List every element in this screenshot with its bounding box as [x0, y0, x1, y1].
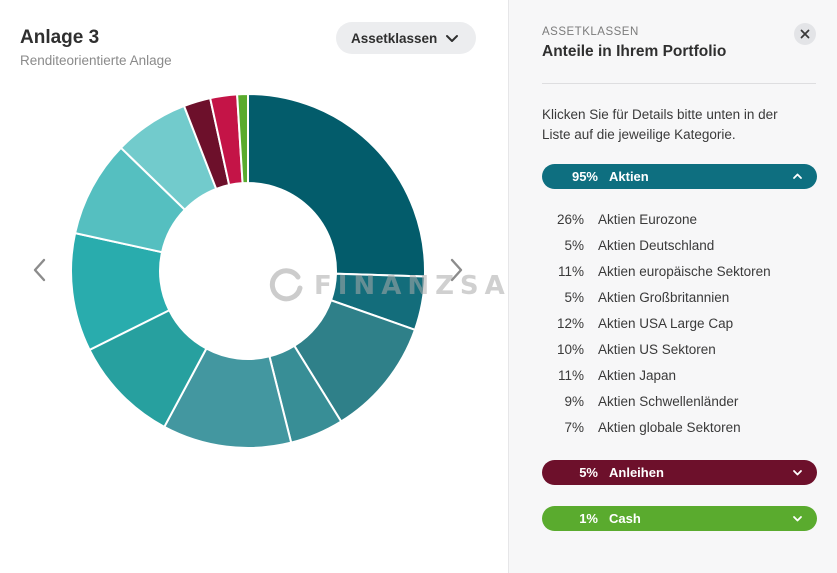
list-item[interactable]: 7% Aktien globale Sektoren	[542, 414, 817, 440]
details-panel: ASSETKLASSEN Anteile in Ihrem Portfolio …	[508, 0, 837, 573]
list-item[interactable]: 10% Aktien US Sektoren	[542, 336, 817, 362]
category-percent: 5%	[579, 465, 598, 480]
dropdown-label: Assetklassen	[351, 30, 438, 46]
close-button[interactable]	[794, 23, 816, 45]
list-item[interactable]: 26% Aktien Eurozone	[542, 206, 817, 232]
item-name: Aktien Schwellenländer	[598, 393, 739, 409]
aktien-list: 26% Aktien Eurozone 5% Aktien Deutschland …	[542, 206, 817, 440]
category-cash[interactable]: 1% Cash	[542, 506, 817, 531]
item-name: Aktien europäische Sektoren	[598, 263, 771, 279]
item-name: Aktien USA Large Cap	[598, 315, 734, 331]
list-item[interactable]: 11% Aktien europäische Sektoren	[542, 258, 817, 284]
page-subtitle: Renditeorientierte Anlage	[20, 53, 172, 68]
category-percent: 95%	[571, 169, 598, 184]
list-item[interactable]: 11% Aktien Japan	[542, 362, 817, 388]
list-item[interactable]: 12% Aktien USA Large Cap	[542, 310, 817, 336]
item-name: Aktien Deutschland	[598, 237, 715, 253]
category-label: Cash	[609, 511, 641, 526]
category-label: Anleihen	[609, 465, 664, 480]
category-anleihen[interactable]: 5% Anleihen	[542, 460, 817, 485]
panel-kicker: ASSETKLASSEN	[542, 26, 639, 38]
donut-slice[interactable]	[247, 92, 426, 278]
item-percent: 12%	[556, 315, 584, 331]
donut-slice[interactable]	[236, 92, 249, 185]
chevron-down-icon	[793, 470, 802, 476]
list-item[interactable]: 9% Aktien Schwellenländer	[542, 388, 817, 414]
chevron-left-icon[interactable]	[30, 257, 50, 283]
chevron-up-icon	[793, 173, 802, 179]
item-percent: 5%	[564, 289, 584, 305]
item-percent: 11%	[557, 263, 584, 279]
category-aktien[interactable]: 95% Aktien	[542, 164, 817, 189]
item-name: Aktien Großbritannien	[598, 289, 730, 305]
list-item[interactable]: 5% Aktien Deutschland	[542, 232, 817, 258]
item-name: Aktien Eurozone	[598, 211, 698, 227]
item-percent: 5%	[564, 237, 584, 253]
panel-heading: Anteile in Ihrem Portfolio	[542, 43, 727, 60]
list-item[interactable]: 5% Aktien Großbritannien	[542, 284, 817, 310]
chevron-down-icon	[793, 516, 802, 522]
item-name: Aktien globale Sektoren	[598, 419, 741, 435]
panel-description: Klicken Sie für Details bitte unten in d…	[542, 107, 778, 142]
chevron-right-icon[interactable]	[446, 257, 466, 283]
item-percent: 7%	[564, 419, 584, 435]
item-name: Aktien Japan	[598, 367, 677, 383]
category-percent: 1%	[579, 511, 598, 526]
item-percent: 10%	[556, 341, 584, 357]
chevron-down-icon	[446, 35, 458, 42]
divider	[542, 83, 816, 84]
chart-panel: Anlage 3 Renditeorientierte Anlage Asset…	[20, 22, 582, 449]
assetklassen-dropdown[interactable]: Assetklassen	[336, 22, 476, 54]
item-name: Aktien US Sektoren	[598, 341, 716, 357]
item-percent: 11%	[557, 367, 584, 383]
item-percent: 9%	[564, 393, 584, 409]
category-label: Aktien	[609, 169, 649, 184]
item-percent: 26%	[556, 211, 584, 227]
page-title: Anlage 3	[20, 27, 100, 48]
close-icon	[800, 29, 810, 39]
donut-chart	[70, 92, 426, 449]
